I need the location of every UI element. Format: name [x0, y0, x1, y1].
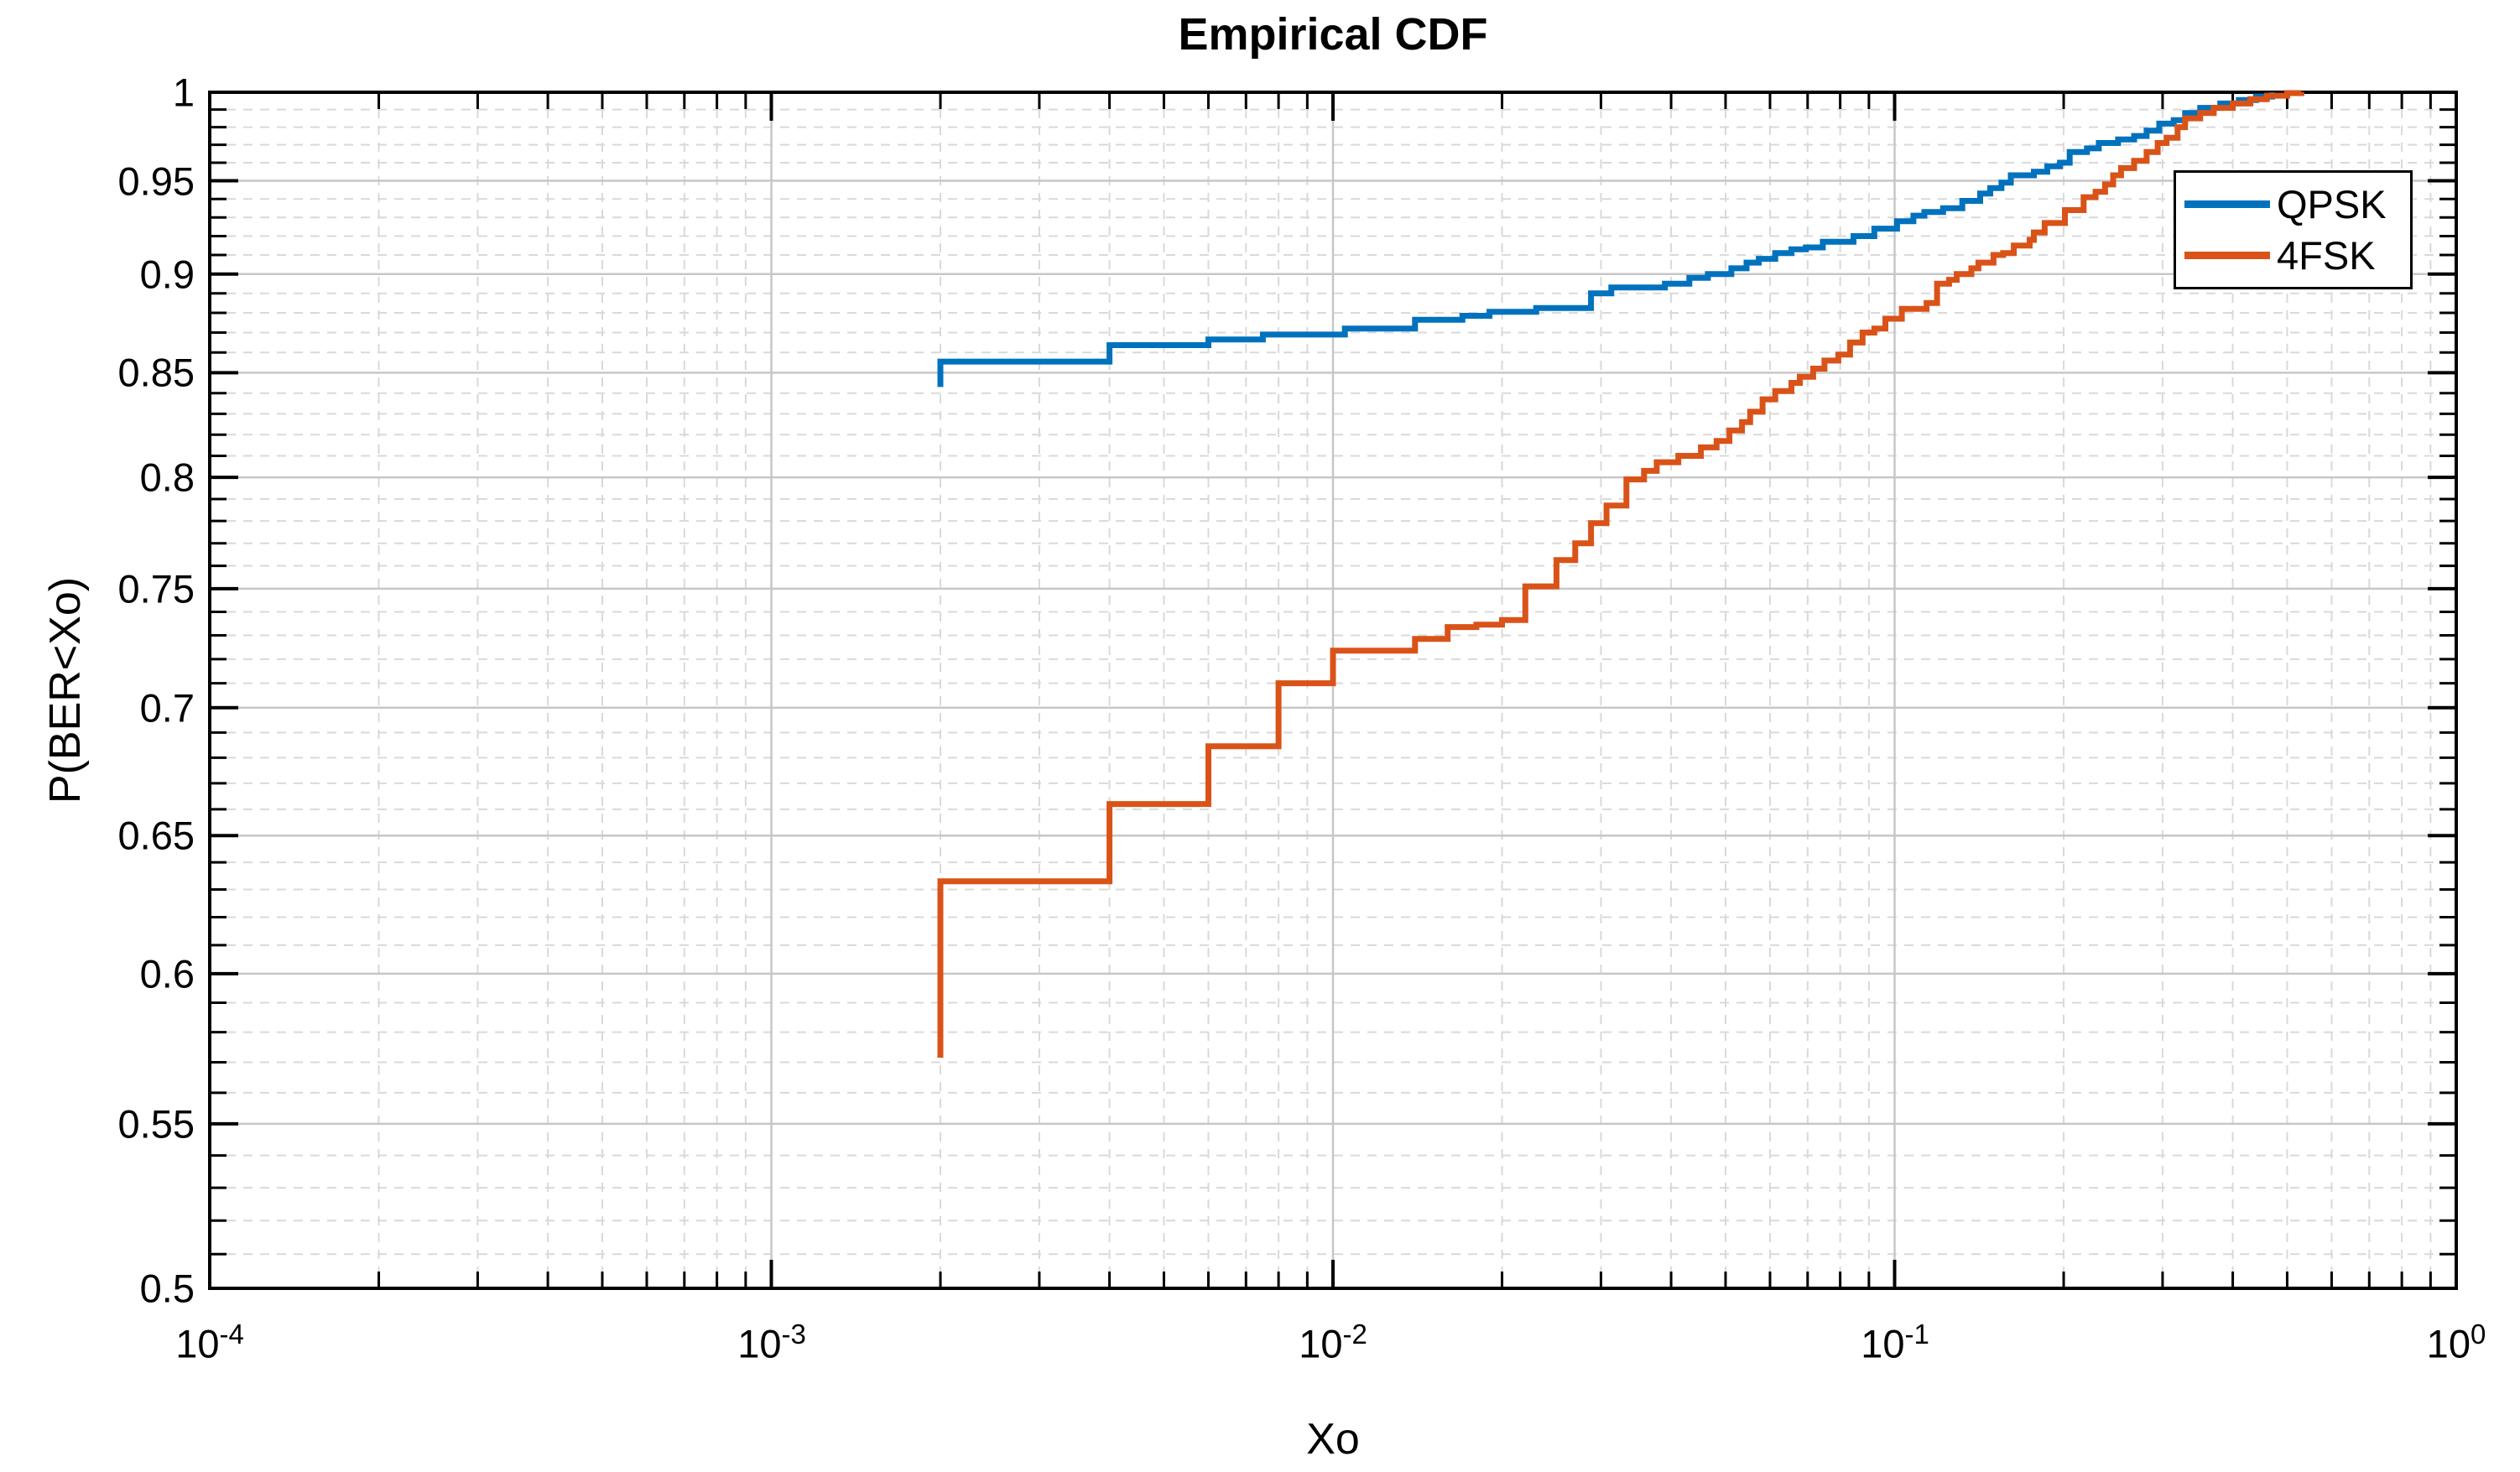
legend: QPSK 4FSK — [2174, 170, 2413, 289]
legend-label-4fsk: 4FSK — [2277, 233, 2376, 278]
y-tick-label-0.9: 0.9 — [139, 252, 195, 297]
y-tick-label-0.95: 0.95 — [117, 159, 195, 204]
y-tick-label-0.5: 0.5 — [139, 1266, 195, 1311]
fsk-line-swatch — [2184, 252, 2270, 259]
legend-item-4fsk: 4FSK — [2176, 236, 2410, 275]
series-qpsk-curve — [937, 92, 2275, 388]
qpsk-line-swatch — [2184, 200, 2270, 208]
x-tick-label-1e-4: 10-4 — [175, 1319, 244, 1366]
y-tick-label-1: 1 — [172, 70, 195, 115]
y-tick-label-0.75: 0.75 — [117, 566, 195, 611]
x-tick-label-1e-3: 10-3 — [737, 1319, 806, 1366]
legend-label-qpsk: QPSK — [2277, 182, 2387, 226]
y-tick-label-0.55: 0.55 — [117, 1101, 195, 1147]
y-axis-label: P(BER<Xo) — [41, 576, 90, 804]
series-4fsk-curve — [937, 90, 2304, 1058]
chart-title: Empirical CDF — [1178, 9, 1488, 60]
x-tick-label-1e-2: 10-2 — [1299, 1319, 1367, 1366]
y-tick-label-0.6: 0.6 — [139, 951, 195, 996]
legend-item-qpsk: QPSK — [2176, 185, 2410, 224]
x-tick-label-1e-1: 10-1 — [1861, 1319, 1929, 1366]
y-tick-label-0.8: 0.8 — [139, 455, 195, 500]
y-tick-label-0.65: 0.65 — [117, 813, 195, 858]
x-tick-label-1e0: 100 — [2426, 1319, 2486, 1366]
y-tick-label-0.7: 0.7 — [139, 685, 195, 731]
y-tick-label-0.85: 0.85 — [117, 350, 195, 395]
x-axis-label: Xo — [1306, 1415, 1360, 1464]
